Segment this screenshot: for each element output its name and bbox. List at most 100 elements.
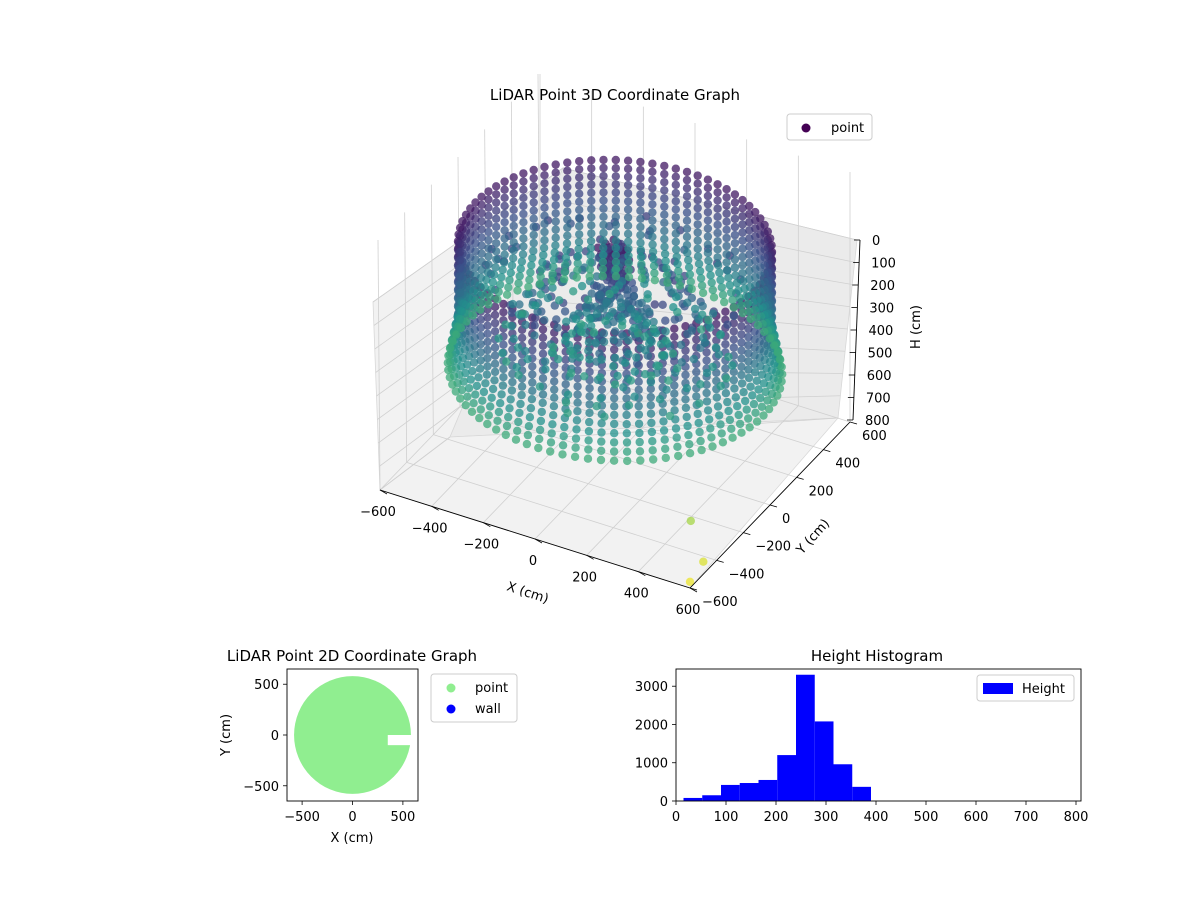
point-3d-1345 <box>547 276 556 286</box>
point-3d-375 <box>685 449 695 458</box>
point-3d-1298 <box>508 377 517 387</box>
point-3d-1747 <box>444 365 453 375</box>
point-3d-1537 <box>492 214 501 223</box>
point-3d-904 <box>636 206 645 215</box>
point-3d-1535 <box>492 198 501 207</box>
x-tick-mark-3d-1 <box>431 505 439 511</box>
point-3d-1561 <box>488 277 497 287</box>
point-3d-907 <box>636 230 645 240</box>
point-3d-442 <box>670 332 679 341</box>
point-3d-1508 <box>500 226 509 235</box>
point-3d-558 <box>693 252 703 261</box>
point-3d-1102 <box>549 411 558 420</box>
point-3d-1097 <box>550 369 559 378</box>
point-3d-1269 <box>563 158 572 167</box>
point-3d-297 <box>728 361 737 370</box>
point-3d-559 <box>693 171 702 180</box>
point-3d-528 <box>673 364 682 373</box>
point-3d-1004 <box>624 251 633 260</box>
point-3d-1756 <box>443 358 452 367</box>
point-3d-1228 <box>575 197 584 206</box>
hist-bar-8 <box>833 764 853 801</box>
point-3d-553 <box>696 274 706 283</box>
point-3d-926 <box>599 337 609 347</box>
point-3d-900 <box>636 174 645 183</box>
point-3d-383 <box>730 206 740 215</box>
scatter-3d-points <box>443 155 787 586</box>
point-3d-961 <box>571 434 581 443</box>
point-3d-575 <box>658 300 667 309</box>
point-3d-499 <box>709 293 719 302</box>
point-3d-1009 <box>624 265 633 275</box>
point-3d-692 <box>610 429 619 438</box>
point-3d-1258 <box>517 390 526 400</box>
point-3d-1125 <box>599 212 608 221</box>
z-tick-label-3d-8: 800 <box>865 414 890 429</box>
point-3d-1679 <box>461 210 471 219</box>
point-3d-656 <box>649 317 658 327</box>
point-3d-513 <box>703 208 713 217</box>
point-3d-299 <box>707 433 716 442</box>
point-3d-814 <box>648 240 657 249</box>
point-3d-163 <box>744 332 753 342</box>
x-tick-label-2d-2: 500 <box>390 810 415 825</box>
point-3d-15 <box>777 362 786 372</box>
point-3d-517 <box>703 240 713 249</box>
point-3d-1566 <box>484 195 493 204</box>
point-3d-1169 <box>577 281 587 291</box>
point-3d-1483 <box>467 407 477 416</box>
point-3d-425 <box>722 209 731 218</box>
point-3d-1179 <box>587 229 596 238</box>
point-3d-956 <box>573 398 582 407</box>
point-3d-436 <box>689 354 699 364</box>
point-3d-379 <box>711 343 721 352</box>
point-3d-432 <box>705 323 715 332</box>
point-3d-542 <box>646 401 655 410</box>
x-tick-mark-3d-2 <box>483 522 491 528</box>
point-3d-1722 <box>455 272 465 281</box>
point-3d-1536 <box>492 206 501 215</box>
point-3d-1053 <box>605 289 614 299</box>
point-3d-1001 <box>624 237 633 246</box>
point-3d-821 <box>648 208 657 217</box>
point-3d-278 <box>753 321 763 330</box>
point-3d-1163 <box>553 323 562 332</box>
point-3d-431 <box>722 258 731 267</box>
point-3d-816 <box>648 167 657 176</box>
y-tick-label-2d-1: 0 <box>271 729 279 744</box>
point-3d-1121 <box>599 180 608 189</box>
point-3d-957 <box>573 407 582 416</box>
point-3d-396 <box>681 403 691 412</box>
x-tick-label-2d-0: −500 <box>284 810 320 825</box>
point-3d-1238 <box>530 321 539 330</box>
point-3d-368 <box>692 392 701 401</box>
point-3d-405 <box>681 370 690 380</box>
point-3d-675 <box>671 221 680 230</box>
point-3d-1164 <box>552 315 561 324</box>
point-3d-1147 <box>538 341 548 350</box>
point-3d-732 <box>660 194 669 203</box>
point-3d-1237 <box>540 316 549 325</box>
point-3d-316 <box>746 314 755 324</box>
point-3d-1104 <box>582 308 591 317</box>
point-3d-1099 <box>550 385 559 394</box>
y-tick-mark-3d-2 <box>743 532 751 536</box>
point-3d-849 <box>584 445 593 454</box>
x-tick-label-hist-4: 400 <box>864 810 889 825</box>
point-3d-508 <box>704 256 713 265</box>
grid-3d-y-1 <box>406 461 717 561</box>
point-3d-616 <box>682 216 692 225</box>
point-3d-453 <box>718 290 728 299</box>
point-3d-391 <box>684 430 693 440</box>
point-3d-1541 <box>492 247 501 256</box>
point-3d-840 <box>609 362 618 371</box>
point-3d-1127 <box>599 228 608 238</box>
point-3d-1572 <box>484 244 493 253</box>
point-3d-307 <box>745 226 754 235</box>
point-3d-1366 <box>540 236 549 245</box>
point-3d-439 <box>670 406 679 415</box>
point-3d-922 <box>599 329 609 338</box>
point-3d-1517 <box>463 392 472 401</box>
point-3d-1390 <box>487 393 496 402</box>
point-3d-279 <box>713 402 723 411</box>
